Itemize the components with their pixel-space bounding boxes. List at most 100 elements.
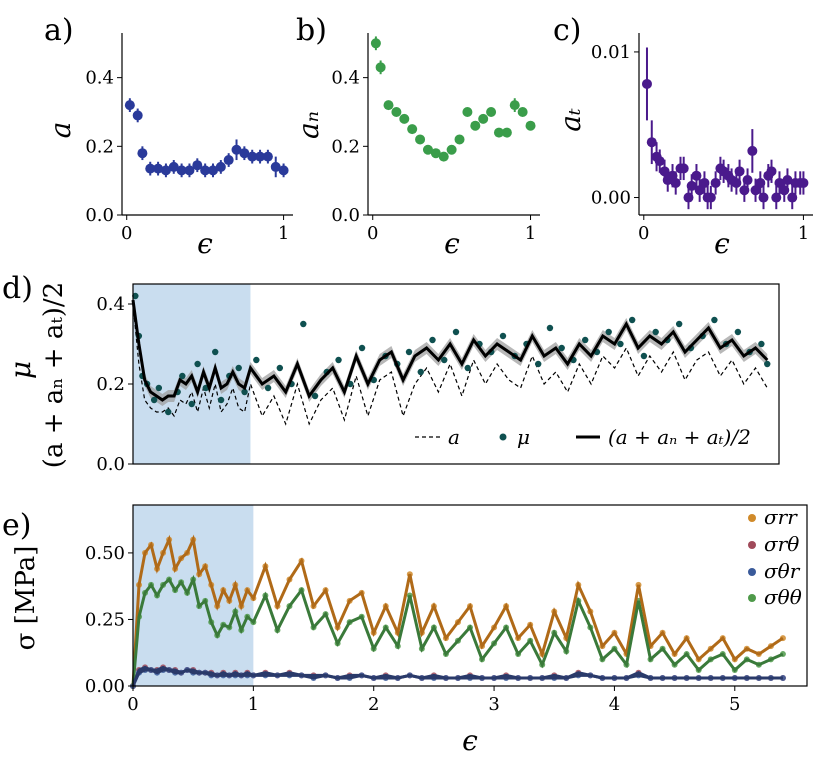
- panel-at-point: [699, 177, 710, 188]
- mu-point: [241, 388, 248, 396]
- panel-at-point: [670, 177, 681, 188]
- xlabel-stress: ϵ: [462, 724, 478, 757]
- xlabel-an: ϵ: [444, 227, 460, 260]
- panel-label-c: c): [553, 13, 582, 48]
- panel-a-point: [239, 148, 250, 159]
- mu-point: [628, 316, 636, 324]
- panel-an-point: [422, 144, 433, 155]
- panel-an-point: [391, 106, 402, 117]
- panel-an-point: [493, 127, 504, 138]
- panel-a-point: [215, 161, 226, 172]
- legend-label-thth: σθθ: [764, 585, 802, 609]
- mu-point: [582, 336, 589, 344]
- panel-an-point: [430, 148, 441, 159]
- legend-stress: σrr σrθ σθr σθθ: [748, 505, 802, 609]
- series-combo-line: [131, 299, 769, 402]
- panel-at-point: [641, 78, 652, 89]
- panel-at-point: [705, 192, 716, 203]
- mu-point: [132, 292, 139, 300]
- panel-a-ytick-label: 0.0: [85, 205, 114, 226]
- mu-point: [617, 340, 624, 348]
- legend-mu: a μ (a + aₙ + aₜ)/2: [415, 425, 751, 449]
- panel-an-point: [407, 124, 418, 135]
- panel-a-point: [132, 110, 143, 121]
- mu-point: [652, 328, 659, 336]
- panel-a-ytick-label: 0.2: [85, 136, 114, 157]
- mu-point: [150, 396, 158, 404]
- mu-point: [335, 356, 342, 364]
- ylabel-an: aₙ: [292, 111, 325, 139]
- panel-an-point: [415, 134, 426, 145]
- panel-at-point: [750, 185, 761, 196]
- panel-at-xtick-label: 0: [638, 223, 649, 244]
- mu-point: [675, 320, 683, 328]
- panel-label-b: b): [296, 13, 327, 48]
- panel-stress-ytick-label: 0.50: [85, 543, 125, 564]
- stress-line: [131, 534, 784, 687]
- panel-an-point: [486, 106, 497, 117]
- panel-an-ytick-label: 0.2: [331, 136, 360, 157]
- panel-at-point: [654, 156, 665, 167]
- ylabel-stress: σ [MPa]: [11, 546, 41, 651]
- mu-point: [499, 332, 507, 340]
- panel-mu-ytick-label: 0.0: [96, 454, 125, 475]
- mu-point: [300, 320, 307, 328]
- ylabel-a: a: [44, 122, 77, 139]
- mu-point: [464, 364, 471, 372]
- panel-label-d: d): [2, 271, 33, 306]
- legend-swatch-thetar: [748, 568, 756, 576]
- panel-an-ytick-label: 0.4: [331, 68, 360, 89]
- mu-point: [194, 360, 201, 368]
- panel-stress-ytick-label: 0.00: [85, 676, 125, 697]
- panel-a-point: [145, 163, 156, 174]
- panel-stress-xtick-label: 3: [488, 694, 499, 715]
- panel-at-point: [694, 185, 705, 196]
- panel-at-point: [710, 177, 721, 188]
- ylabel-mu: μ: [4, 361, 37, 379]
- mu-point: [535, 360, 542, 368]
- plot-layer: 0.0 0.2 0.4 0 1 0.0 0.2 0.4 0 1 0.00 0.01 0 1 0.0 0.2 0.…: [85, 33, 813, 715]
- xlabel-at: ϵ: [714, 227, 730, 260]
- panel-at-point: [742, 175, 753, 186]
- panel-an-point: [501, 127, 512, 138]
- mu-point: [188, 400, 195, 408]
- mu-point: [734, 328, 742, 336]
- legend-swatch-thth: [748, 594, 756, 602]
- panel-at-point: [766, 166, 777, 177]
- panel-a-point: [262, 151, 273, 162]
- panel-at-point: [798, 177, 809, 188]
- legend-swatch-rr: [748, 514, 756, 522]
- mu-point: [711, 316, 718, 324]
- panel-at-point: [787, 192, 798, 203]
- panel-at-xtick-label: 1: [798, 223, 809, 244]
- panel-an-point: [517, 106, 528, 117]
- panel-a-point: [231, 144, 242, 155]
- panel-a-point: [153, 163, 164, 174]
- panel-stress-xtick-label: 2: [368, 694, 379, 715]
- mu-point: [212, 348, 219, 356]
- panel-a-point: [137, 148, 148, 159]
- mu-point: [452, 328, 460, 336]
- panel-stress-ytick-label: 0.25: [85, 609, 125, 630]
- panel-mu-frame: [132, 283, 780, 465]
- panel-an-point: [383, 100, 394, 111]
- panel-at-point: [691, 170, 702, 181]
- mu-point: [558, 344, 565, 352]
- panel-a-point: [124, 100, 135, 111]
- panel-at-point: [646, 137, 657, 148]
- panel-an-point: [470, 120, 481, 131]
- mu-point: [405, 348, 413, 356]
- panel-a-point: [200, 165, 211, 176]
- panel-mu-ytick-label: 0.2: [96, 374, 125, 395]
- panel-at-point: [774, 177, 785, 188]
- mu-point: [155, 384, 163, 392]
- panel-at-point: [686, 180, 697, 191]
- panel-at-point: [771, 192, 782, 203]
- mu-point: [441, 356, 448, 364]
- mu-point: [165, 408, 172, 416]
- mu-point: [358, 344, 366, 352]
- panel-an-point: [399, 113, 410, 124]
- panel-an-point: [525, 120, 536, 131]
- panel-a-point: [255, 151, 266, 162]
- ylabel-combo: (a + aₙ + aₜ)/2: [39, 282, 69, 468]
